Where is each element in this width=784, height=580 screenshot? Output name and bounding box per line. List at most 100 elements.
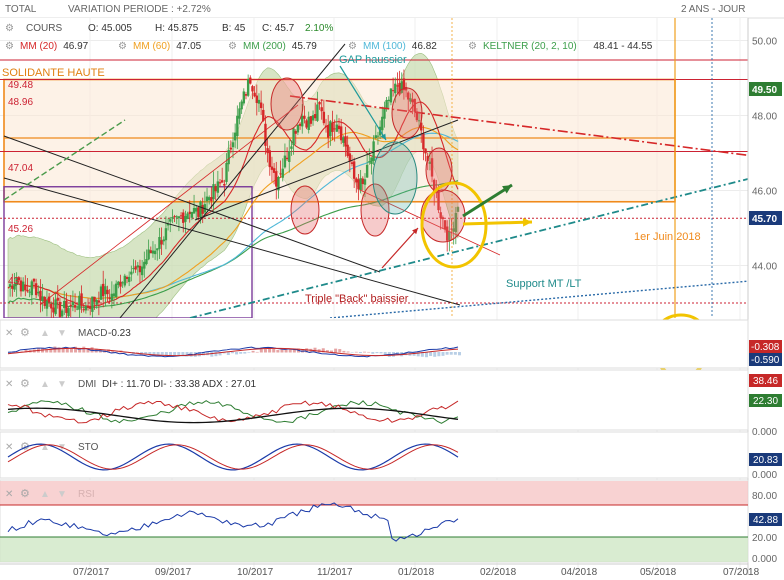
arrow-up-icon[interactable]: ▲ xyxy=(40,328,50,339)
candle xyxy=(279,173,282,175)
arrow-down-icon[interactable]: ▼ xyxy=(57,328,67,339)
macd-histogram-bar xyxy=(383,352,387,356)
rsi-tick: 20.00 xyxy=(752,533,777,544)
macd-histogram-bar xyxy=(69,347,73,353)
macd-histogram-bar xyxy=(404,352,408,356)
period-label[interactable]: 2 ANS - JOUR xyxy=(681,4,745,15)
legend-ma-value: 45.79 xyxy=(292,41,317,52)
candle xyxy=(140,266,144,276)
candle xyxy=(437,190,440,211)
candle xyxy=(251,86,254,92)
candle xyxy=(71,301,75,306)
candle xyxy=(45,300,49,309)
macd-histogram-bar xyxy=(107,349,111,353)
legend-ma-item[interactable]: ⚙ MM (60) 47.05 xyxy=(118,41,202,52)
gap-ellipse xyxy=(372,141,418,215)
gear-icon[interactable]: ⚙ xyxy=(20,378,30,390)
level-label: 45.26 xyxy=(8,224,33,235)
candle xyxy=(65,300,68,313)
legend-ma-item[interactable]: ⚙ MM (100) 46.82 xyxy=(348,41,437,52)
arrow-down-icon[interactable]: ▼ xyxy=(57,489,67,500)
candle xyxy=(396,85,399,87)
candle xyxy=(78,295,81,310)
candle xyxy=(357,179,360,190)
candle xyxy=(190,211,194,218)
candle xyxy=(84,305,88,311)
candle xyxy=(422,133,425,150)
candle xyxy=(76,308,79,310)
gear-icon[interactable]: ⚙ xyxy=(20,488,30,500)
arrow-up-icon[interactable]: ▲ xyxy=(40,489,50,500)
panel-macd xyxy=(0,319,749,369)
arrow-up-icon[interactable]: ▲ xyxy=(40,442,50,453)
level-label: 47.04 xyxy=(8,163,33,174)
macd-histogram-bar xyxy=(243,352,247,354)
candle xyxy=(199,201,202,218)
candle xyxy=(208,197,211,201)
macd-histogram-bar xyxy=(367,351,371,353)
candle xyxy=(333,128,336,130)
macd-signal-line xyxy=(7,347,459,357)
price-tag-top-label: 49.50 xyxy=(752,85,777,96)
candle xyxy=(385,100,388,109)
macd-histogram-bar xyxy=(235,352,239,355)
gear-icon[interactable]: ⚙ xyxy=(20,327,30,339)
price-tag-top xyxy=(749,82,782,96)
candle xyxy=(21,281,25,292)
macd-histogram-bar xyxy=(239,352,243,354)
rsi-tag: 42.88 xyxy=(753,515,778,526)
candle xyxy=(409,98,412,102)
macd-histogram-bar xyxy=(123,352,127,354)
macd-histogram-bar xyxy=(453,352,457,355)
candle xyxy=(173,216,176,218)
candle xyxy=(93,296,96,302)
candle xyxy=(339,126,343,141)
candle xyxy=(387,99,390,102)
candle xyxy=(374,135,377,138)
sto-tick: 0.000 xyxy=(752,470,777,481)
candle xyxy=(331,122,334,132)
rsi-tick: 80.00 xyxy=(752,491,777,502)
candle xyxy=(175,216,178,218)
legend-ma-item[interactable]: ⚙ MM (20) 46.97 xyxy=(5,41,89,52)
candle xyxy=(233,132,237,141)
candle xyxy=(104,286,107,295)
adx-line xyxy=(7,407,459,424)
candle xyxy=(298,123,302,126)
close-icon[interactable]: ✕ xyxy=(5,379,13,390)
candle xyxy=(305,120,308,128)
candle xyxy=(227,150,230,165)
candle xyxy=(301,115,304,127)
candle xyxy=(143,261,146,269)
candle xyxy=(67,308,70,317)
candle xyxy=(372,141,375,162)
candle xyxy=(288,151,291,162)
legend-ma-value: 48.41 - 44.55 xyxy=(593,41,652,52)
arrow-up-icon[interactable]: ▲ xyxy=(40,379,50,390)
legend-ma-label: MM (20) xyxy=(20,41,57,52)
arrow-down-icon[interactable]: ▼ xyxy=(57,379,67,390)
gear-icon[interactable]: ⚙ xyxy=(5,23,14,34)
indicator-panels: ✕ ⚙ ▲ ▼ MACD -0.23 ✕ ⚙ ▲ ▼ DMI DI+ : 11.70 DI- : 33… xyxy=(0,313,782,565)
candle xyxy=(322,111,326,124)
close-icon[interactable]: ✕ xyxy=(5,489,13,500)
candle xyxy=(210,197,213,202)
variation-label: VARIATION PERIODE : +2.72% xyxy=(68,4,211,15)
close-icon[interactable]: ✕ xyxy=(5,328,13,339)
macd-histogram-bar xyxy=(218,352,222,356)
candle xyxy=(262,109,265,121)
candle xyxy=(257,99,261,104)
candle xyxy=(8,284,12,287)
candle xyxy=(428,161,432,164)
candle xyxy=(17,277,21,281)
candle xyxy=(130,271,133,275)
x-tick: 02/2018 xyxy=(480,567,517,578)
candle xyxy=(58,301,62,317)
close-icon[interactable]: ✕ xyxy=(5,442,13,453)
candle xyxy=(370,157,373,165)
macd-histogram-bar xyxy=(445,352,449,355)
legend-ma-item[interactable]: ⚙ MM (200) 45.79 xyxy=(228,41,317,52)
macd-histogram-bar xyxy=(321,348,325,353)
legend-ma-item[interactable]: ⚙ KELTNER (20, 2, 10) 48.41 - 44.55 xyxy=(468,41,653,52)
